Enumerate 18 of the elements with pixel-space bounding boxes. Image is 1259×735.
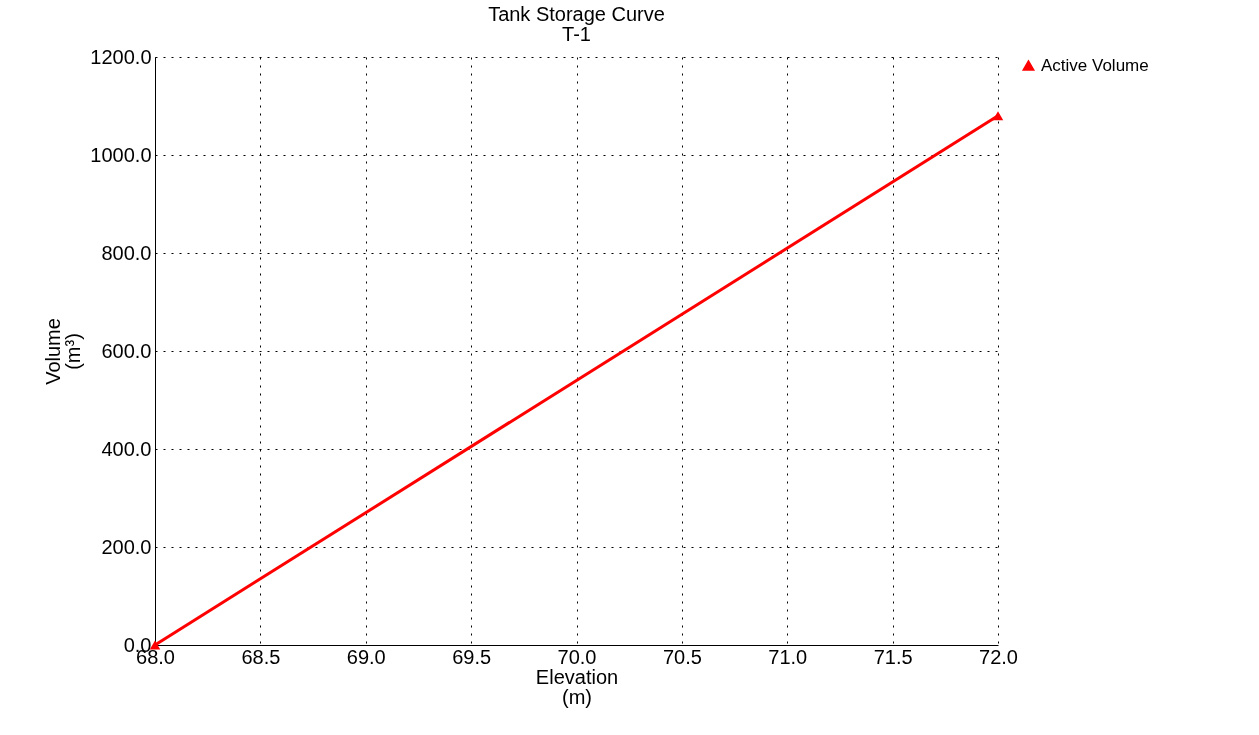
- legend-label: Active Volume: [1041, 55, 1149, 75]
- x-axis-title: Elevation (m): [535, 665, 619, 708]
- x-tick-label: 71.0: [768, 645, 808, 668]
- y-tick-label: 1000.0: [90, 143, 152, 166]
- y-tick-label: 400.0: [101, 437, 152, 460]
- x-tick-label: 70.5: [662, 645, 702, 668]
- x-tick-label: 72.0: [979, 645, 1018, 668]
- y-tick-label: 800.0: [101, 241, 152, 264]
- y-axis-title: Volume (m³): [42, 318, 85, 385]
- y-tick-label: 1200.0: [90, 45, 152, 68]
- y-tick-label: 200.0: [101, 535, 152, 558]
- x-tick-label: 69.0: [346, 645, 386, 668]
- x-tick-label: 70.0: [557, 645, 597, 668]
- x-tick-label: 69.5: [452, 645, 492, 668]
- chart-title: Tank Storage Curve: [488, 3, 665, 25]
- x-tick-label: 71.5: [873, 645, 913, 668]
- y-tick-label: 600.0: [101, 339, 152, 362]
- x-tick-label: 68.5: [241, 645, 281, 668]
